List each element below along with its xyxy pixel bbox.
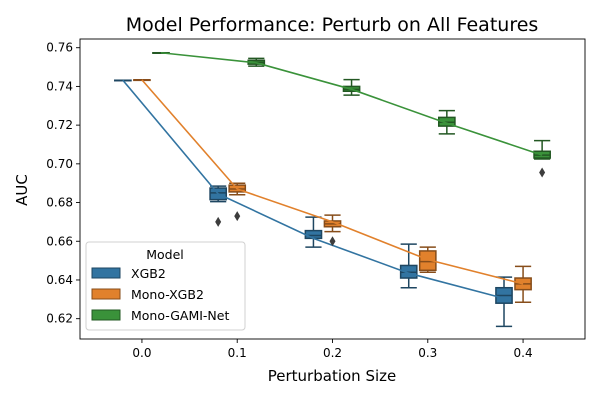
legend-box — [85, 241, 246, 331]
box — [304, 229, 323, 240]
y-tick-label: 0.74 — [46, 79, 73, 93]
legend-label: Mono-GAMI-Net — [131, 308, 229, 323]
series-xgb2 — [114, 79, 513, 328]
y-tick-label: 0.70 — [46, 157, 73, 171]
box — [418, 250, 437, 272]
legend-title: Model — [146, 247, 184, 262]
x-axis-title: Perturbation Size — [268, 367, 396, 385]
outlier — [215, 216, 222, 227]
chart-title: Model Performance: Perturb on All Featur… — [126, 14, 539, 36]
legend: Model XGB2 Mono-XGB2 Mono-GAMI-Net — [85, 241, 246, 331]
legend-label: Mono-XGB2 — [131, 287, 204, 302]
x-tick-label: 0.0 — [132, 346, 151, 360]
outlier — [539, 167, 546, 178]
y-tick-label: 0.72 — [46, 118, 73, 132]
series-mono-xgb2 — [133, 79, 532, 303]
x-axis: 0.0 0.1 0.2 0.3 0.4 — [132, 339, 533, 360]
y-axis-title: AUC — [13, 174, 31, 206]
series-mono-gami-net — [152, 51, 551, 178]
trend-line — [160, 51, 543, 156]
y-tick-label: 0.64 — [46, 273, 73, 287]
legend-swatch — [91, 267, 121, 279]
y-tick-label: 0.62 — [46, 312, 73, 326]
y-axis: 0.62 0.64 0.66 0.68 0.70 0.72 0.74 0.76 — [46, 41, 80, 326]
legend-swatch — [91, 309, 121, 321]
trend-line — [141, 79, 524, 285]
outlier — [234, 211, 241, 222]
legend-label: XGB2 — [131, 266, 166, 281]
y-tick-label: 0.68 — [46, 196, 73, 210]
plot-area — [114, 51, 551, 328]
x-tick-label: 0.1 — [228, 346, 247, 360]
x-tick-label: 0.2 — [323, 346, 342, 360]
trend-line — [122, 79, 505, 300]
y-tick-label: 0.76 — [46, 41, 73, 55]
legend-swatch — [91, 288, 121, 300]
x-tick-label: 0.4 — [514, 346, 533, 360]
outlier — [329, 236, 336, 247]
x-tick-label: 0.3 — [418, 346, 437, 360]
y-tick-label: 0.66 — [46, 234, 73, 248]
